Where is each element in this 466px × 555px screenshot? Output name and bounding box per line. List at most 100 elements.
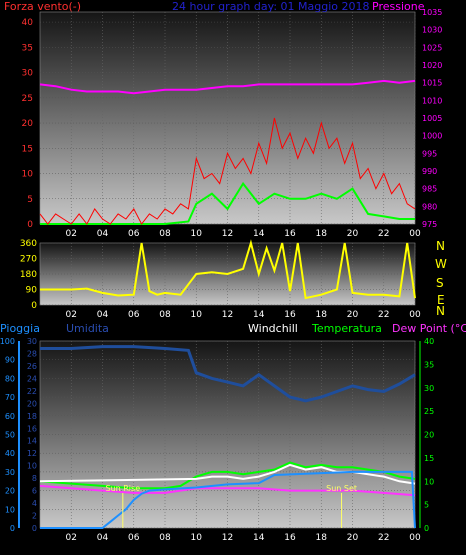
x-tick-label: 06 <box>128 229 140 239</box>
rain-tick-label: 50 <box>5 431 15 440</box>
x-tick-label: 10 <box>191 310 203 320</box>
rain-tick-label: 10 <box>5 505 15 514</box>
pressure-line <box>39 79 416 95</box>
x-tick-label: 10 <box>191 533 203 543</box>
humidity-tick-label: 10 <box>27 462 37 471</box>
pressure-tick-label: 1010 <box>422 96 442 105</box>
x-tick-label: 00 <box>409 229 421 239</box>
direction-line <box>40 239 416 300</box>
windchill-line <box>39 463 416 485</box>
x-tick-label: 12 <box>222 310 233 320</box>
temperature-tick-label: 35 <box>424 360 434 369</box>
x-tick-label: 08 <box>159 310 171 320</box>
wind-tick-label: 15 <box>22 144 33 154</box>
pressure-tick-label: 1020 <box>422 61 442 70</box>
rain-tick-label: 80 <box>5 374 15 383</box>
temperature-tick-label: 20 <box>424 431 434 440</box>
wind-tick-label: 20 <box>22 119 34 129</box>
wind-line <box>39 117 416 225</box>
direction-tick-label: 90 <box>26 286 38 296</box>
x-tick-label: 14 <box>253 533 265 543</box>
rain-tick-label: 100 <box>0 337 15 346</box>
dewpoint-legend: Dew Point (°C) <box>392 322 466 335</box>
humidity-tick-label: 30 <box>27 337 37 346</box>
x-tick-label: 04 <box>97 229 109 239</box>
wind-tick-label: 40 <box>22 18 34 28</box>
windchill-legend: Windchill <box>248 322 298 335</box>
x-tick-label: 14 <box>253 229 265 239</box>
temperature-tick-label: 30 <box>424 384 434 393</box>
temperature-line <box>39 461 416 490</box>
x-tick-label: 02 <box>66 229 77 239</box>
wind-tick-label: 30 <box>22 69 34 79</box>
temperature-legend: Temperatura <box>311 322 382 335</box>
compass-e: E <box>437 293 445 307</box>
temperature-tick-label: 40 <box>424 337 434 346</box>
wind-tick-label: 10 <box>22 170 34 180</box>
sun-marker-label: Sun Rise <box>105 484 140 493</box>
humidity-tick-label: 14 <box>27 437 37 446</box>
pressure-tick-label: 995 <box>422 149 437 158</box>
temperature-tick-label: 10 <box>424 477 434 486</box>
pressure-tick-label: 985 <box>422 185 437 194</box>
x-tick-label: 06 <box>128 533 140 543</box>
humidity-tick-label: 24 <box>27 374 37 383</box>
x-tick-label: 16 <box>284 533 296 543</box>
temperature-tick-label: 25 <box>424 407 434 416</box>
x-tick-label: 12 <box>222 229 233 239</box>
pressure-tick-label: 1025 <box>422 43 442 52</box>
x-tick-label: 00 <box>409 533 421 543</box>
humidity-tick-label: 4 <box>32 499 37 508</box>
x-tick-label: 08 <box>159 229 171 239</box>
humidity-tick-label: 22 <box>27 387 37 396</box>
pressure-tick-label: 1030 <box>422 26 442 35</box>
x-tick-label: 18 <box>316 229 328 239</box>
humidity-tick-label: 28 <box>27 349 37 358</box>
humidity-axis-title: Umidita <box>66 322 109 335</box>
direction-tick-label: 0 <box>31 301 37 311</box>
pressure-axis-title: Pressione <box>372 0 425 13</box>
wind-tick-label: 5 <box>27 195 33 205</box>
rain-line <box>40 470 416 529</box>
x-tick-label: 08 <box>159 533 171 543</box>
x-tick-label: 00 <box>409 310 421 320</box>
x-tick-label: 22 <box>378 310 389 320</box>
x-tick-label: 02 <box>66 310 77 320</box>
direction-tick-label: 180 <box>20 270 37 280</box>
humidity-tick-label: 18 <box>27 412 37 421</box>
dewpoint-line <box>39 484 416 497</box>
humidity-tick-label: 12 <box>27 449 37 458</box>
x-tick-label: 20 <box>347 229 359 239</box>
x-tick-label: 06 <box>128 310 140 320</box>
humidity-tick-label: 6 <box>32 487 37 496</box>
x-tick-label: 16 <box>284 229 296 239</box>
humidity-tick-label: 26 <box>27 362 37 371</box>
pressure-tick-label: 1015 <box>422 79 442 88</box>
x-tick-label: 12 <box>222 533 233 543</box>
wind-tick-label: 0 <box>27 220 33 230</box>
compass-n-top: N <box>436 239 445 253</box>
rain-tick-label: 0 <box>10 524 15 533</box>
compass-w: W <box>435 257 447 271</box>
x-tick-label: 18 <box>316 533 328 543</box>
x-tick-label: 02 <box>66 533 77 543</box>
temperature-tick-label: 15 <box>424 454 434 463</box>
compass-n-bottom: N <box>436 304 445 318</box>
pressure-tick-label: 980 <box>422 202 437 211</box>
chart-title: 24 hour graph day: 01 Maggio 2018 <box>172 0 369 13</box>
sun-marker-label: Sun Set <box>326 484 357 493</box>
humidity-tick-label: 20 <box>27 399 37 408</box>
humidity-tick-label: 2 <box>32 512 37 521</box>
wind-tick-label: 25 <box>22 94 33 104</box>
pressure-tick-label: 990 <box>422 167 437 176</box>
direction-tick-label: 270 <box>20 255 37 265</box>
rain-axis-title: Pioggia <box>0 322 40 335</box>
x-tick-label: 04 <box>97 310 109 320</box>
x-tick-label: 18 <box>316 310 328 320</box>
rain-tick-label: 70 <box>5 393 15 402</box>
x-tick-label: 20 <box>347 533 359 543</box>
x-tick-label: 16 <box>284 310 296 320</box>
humidity-tick-label: 16 <box>27 424 37 433</box>
temperature-tick-label: 0 <box>424 524 429 533</box>
